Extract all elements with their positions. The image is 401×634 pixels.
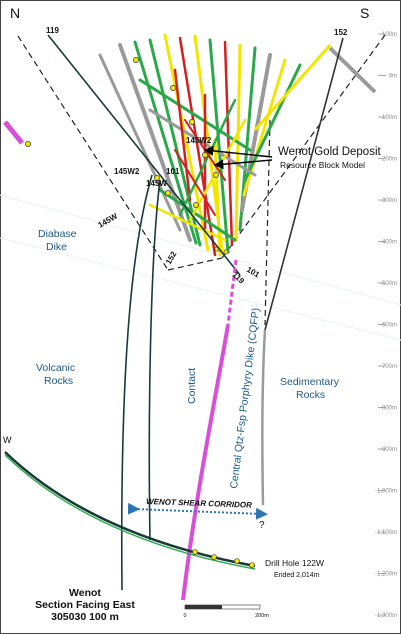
section-title-2: Section Facing East (35, 599, 135, 611)
porphyry-dike-projected (226, 259, 238, 326)
scale-end: 200m (255, 613, 269, 619)
contact-label: Contact (186, 368, 198, 404)
shear-corridor-label: WENOT SHEAR CORRIDOR (146, 497, 252, 510)
depth-tick-label: -400m (380, 240, 397, 246)
volcanic-label-2: Rocks (44, 375, 73, 387)
gold-assay-markers (25, 57, 229, 255)
sedimentary-label-2: Rocks (296, 389, 325, 401)
porphyry-label: Central Qtz-Fsp Porphyry Dike (CQFP) (228, 307, 262, 489)
porphyry-fragment (3, 120, 24, 145)
hole-145w-label-b: 145W (146, 179, 167, 188)
depth-tick-label: -1,100m (375, 530, 397, 536)
depth-tick-label: 100m (382, 32, 397, 38)
hole-145w-trace (120, 174, 153, 591)
depth-tick-label: -100m (380, 115, 397, 121)
block-model-outline (17, 34, 386, 326)
diabase-dike-band (0, 194, 401, 341)
depth-axis: 100m 0m -100m -200m -300m -400m -500m -600m -700… (375, 32, 397, 619)
depth-tick-label: -300m (380, 198, 397, 204)
hole-101-label-a: 101 (166, 167, 180, 176)
long-drill-holes (47, 34, 344, 591)
diabase-label-1: Diabase (38, 228, 77, 240)
edge-letter: W (3, 435, 12, 445)
scale-bar (184, 604, 261, 610)
drill-hole-122w-assay (4, 454, 256, 570)
depth-tick-label: 0m (389, 74, 397, 80)
hole-145w2-label-b: 145W2 (114, 167, 140, 176)
hole-122w-markers (192, 549, 255, 568)
surface-hole-trace-2 (253, 44, 332, 131)
diabase-label-2: Dike (46, 241, 67, 253)
shear-corridor-arrow (127, 502, 268, 520)
drill-hole-title: Drill Hole 122W (265, 558, 324, 568)
depth-tick-label: -800m (380, 406, 397, 412)
scale-start: 0 (183, 613, 186, 619)
hole-101-label-b: 101 (245, 265, 262, 280)
section-title-3: 305030 100 m (51, 611, 119, 623)
drill-hole-122w (4, 451, 256, 568)
surface-hole-trace (328, 46, 377, 94)
hole-119-trace (47, 34, 241, 276)
depth-tick-label: -700m (380, 364, 397, 370)
depth-tick-label: -200m (380, 157, 397, 163)
depth-tick-label: -1,300m (375, 613, 397, 619)
section-title-1: Wenot (69, 587, 101, 599)
hole-152-bottom-label: 152 (164, 249, 179, 266)
deposit-subtitle: Resource Block Model (280, 160, 365, 170)
depth-tick-label: -1,200m (375, 572, 397, 578)
drill-fan-traces (98, 33, 302, 257)
drill-hole-subtitle: Ended 2,014m (274, 572, 320, 579)
depth-tick-label: -500m (380, 281, 397, 287)
depth-tick-label: -900m (380, 447, 397, 453)
hole-119-top-label: 119 (46, 26, 59, 35)
question-mark: ? (259, 520, 265, 531)
deposit-title: Wenot Gold Deposit (278, 146, 382, 158)
hole-152-top-label: 152 (334, 28, 348, 37)
volcanic-label-1: Volcanic (36, 362, 75, 374)
south-label: S (360, 5, 369, 21)
depth-tick-label: -1,000m (375, 489, 397, 495)
deposit-leader-1 (203, 145, 273, 158)
depth-tick-label: -600m (380, 323, 397, 329)
sedimentary-label-1: Sedimentary (280, 376, 340, 388)
deposit-leader-2 (213, 159, 273, 170)
porphyry-dike (181, 324, 230, 601)
north-label: N (10, 5, 20, 21)
hole-145w2-label-a: 145W2 (186, 136, 212, 145)
